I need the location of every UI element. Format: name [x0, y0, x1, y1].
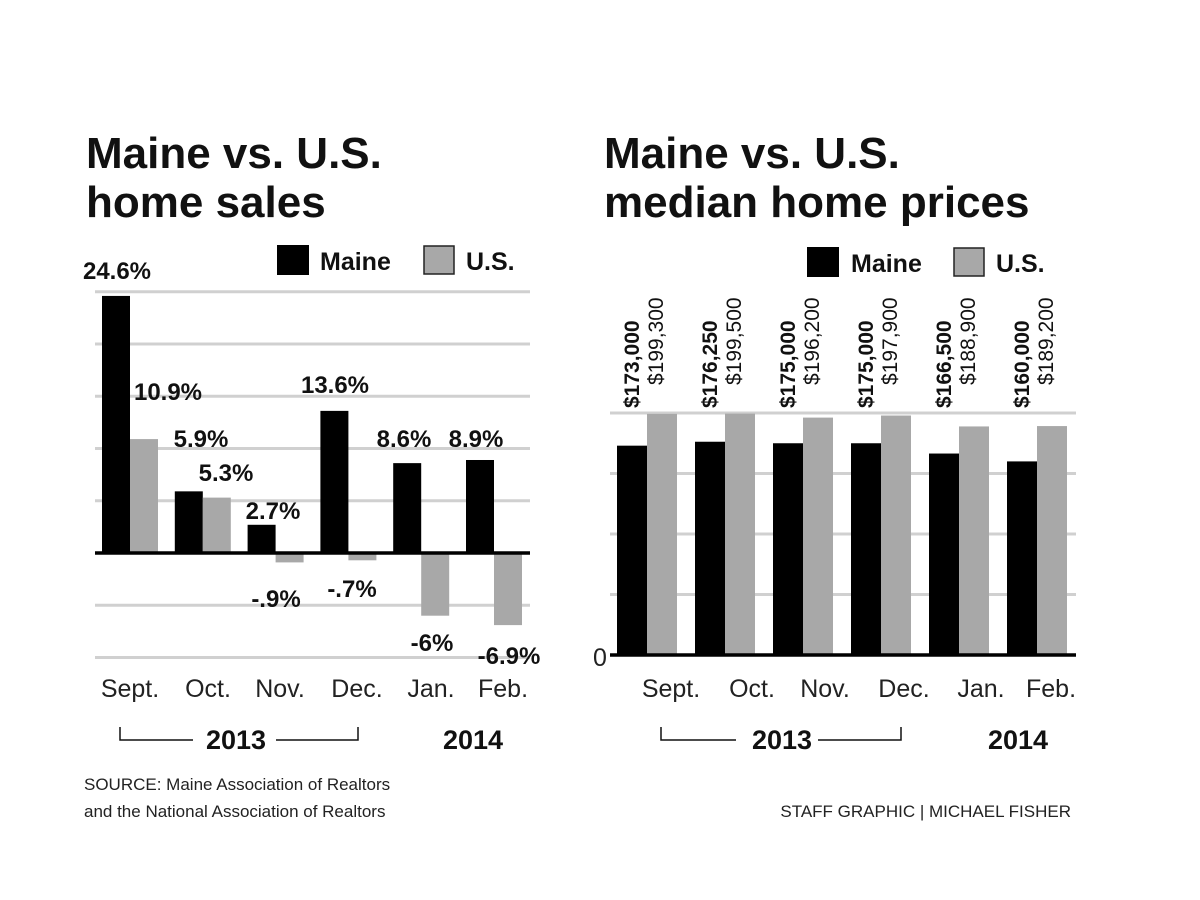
data-label-maine: $173,000 [621, 320, 644, 408]
year-label-2013: 2013 [752, 725, 812, 755]
bar-us-feb [1037, 426, 1067, 655]
bracket-right [818, 727, 902, 741]
x-tick-label: Dec. [331, 675, 382, 703]
data-label-maine: $166,500 [933, 320, 956, 408]
legend-label-maine: Maine [851, 250, 922, 278]
bar-us-nov [803, 417, 833, 655]
x-tick-label: Feb. [478, 675, 528, 703]
bar-maine-dec [851, 443, 881, 655]
data-label-us: -.7% [327, 576, 376, 603]
x-tick-label: Nov. [800, 675, 850, 703]
bar-us-oct [202, 497, 231, 553]
data-label-us: -6.9% [478, 643, 541, 670]
x-tick-label: Sept. [101, 675, 159, 703]
bar-us-jan [959, 426, 989, 655]
data-label-maine: $175,000 [777, 320, 800, 408]
x-tick-label: Feb. [1026, 675, 1076, 703]
data-label-maine: 8.6% [377, 426, 432, 453]
bar-maine-jan [929, 453, 959, 655]
data-label-us: $199,300 [645, 297, 668, 385]
bar-us-feb [494, 553, 522, 626]
bar-us-dec [348, 553, 377, 561]
year-bracket-2013: 2013 [660, 725, 902, 755]
x-tick-label: Nov. [255, 675, 305, 703]
bar-maine-sept [102, 295, 130, 553]
data-label-us: 10.9% [134, 379, 202, 406]
median-prices-title-line1: Maine vs. U.S. [604, 129, 900, 178]
data-label-maine: $160,000 [1011, 320, 1034, 408]
x-tick-label: Oct. [729, 675, 775, 703]
data-label-maine: 2.7% [246, 498, 301, 525]
data-label-us: $196,200 [801, 297, 824, 385]
median-prices-chart: Maine vs. U.S. median home prices Maine … [593, 129, 1076, 755]
x-tick-label: Oct. [185, 675, 231, 703]
home-sales-title-line2: home sales [86, 178, 326, 227]
bar-us-dec [881, 415, 911, 655]
data-label-maine: 13.6% [301, 372, 369, 399]
bar-maine-feb [466, 459, 494, 553]
bar-maine-feb [1007, 461, 1037, 655]
y-tick-zero: 0 [593, 644, 607, 672]
median-prices-title-line2: median home prices [604, 178, 1029, 227]
year-label-2014: 2014 [443, 725, 503, 755]
year-label-2013: 2013 [206, 725, 266, 755]
data-label-maine: 5.9% [174, 426, 229, 453]
data-label-us: 5.3% [199, 460, 254, 487]
data-label-us: $188,900 [957, 297, 980, 385]
x-tick-label: Dec. [878, 675, 929, 703]
legend-label-maine: Maine [320, 248, 391, 276]
data-label-us: $199,500 [723, 297, 746, 385]
source-line-1: SOURCE: Maine Association of Realtors [84, 775, 390, 794]
home-sales-chart: Maine vs. U.S. home sales Maine U.S. 24.… [83, 129, 540, 755]
bar-maine-nov [773, 443, 803, 655]
home-sales-title-line1: Maine vs. U.S. [86, 129, 382, 178]
bar-us-oct [725, 413, 755, 655]
legend-swatch-us [423, 245, 455, 275]
bar-maine-dec [320, 410, 349, 553]
data-label-maine: 24.6% [83, 258, 151, 285]
x-tick-label: Sept. [642, 675, 700, 703]
source-line-2: and the National Association of Realtors [84, 802, 385, 821]
data-label-us: -6% [411, 630, 454, 657]
data-label-maine: $176,250 [699, 320, 722, 408]
data-label-us: -.9% [251, 586, 300, 613]
data-label-us: $197,900 [879, 297, 902, 385]
legend-swatch-maine [277, 245, 309, 275]
bar-us-sept [647, 413, 677, 655]
bar-maine-sept [617, 445, 647, 655]
bar-maine-oct [695, 441, 725, 655]
bar-maine-jan [393, 463, 422, 553]
bracket-left [660, 727, 736, 741]
staff-credit: STAFF GRAPHIC | MICHAEL FISHER [780, 802, 1071, 821]
bracket-right [276, 727, 359, 741]
data-label-maine: $175,000 [855, 320, 878, 408]
legend-label-us: U.S. [996, 250, 1045, 278]
bar-us-jan [421, 553, 450, 616]
data-label-maine: 8.9% [449, 426, 504, 453]
year-label-2014: 2014 [988, 725, 1048, 755]
data-label-us: $189,200 [1035, 297, 1058, 385]
bar-maine-oct [174, 491, 203, 553]
year-bracket-2013: 2013 [119, 725, 359, 755]
x-tick-label: Jan. [957, 675, 1004, 703]
bar-us-nov [275, 553, 304, 563]
legend-swatch-maine [807, 247, 839, 277]
legend-label-us: U.S. [466, 248, 515, 276]
x-tick-label: Jan. [407, 675, 454, 703]
bar-maine-nov [247, 524, 276, 553]
legend-swatch-us [953, 247, 985, 277]
bar-us-sept [130, 439, 158, 553]
bracket-left [119, 727, 193, 741]
